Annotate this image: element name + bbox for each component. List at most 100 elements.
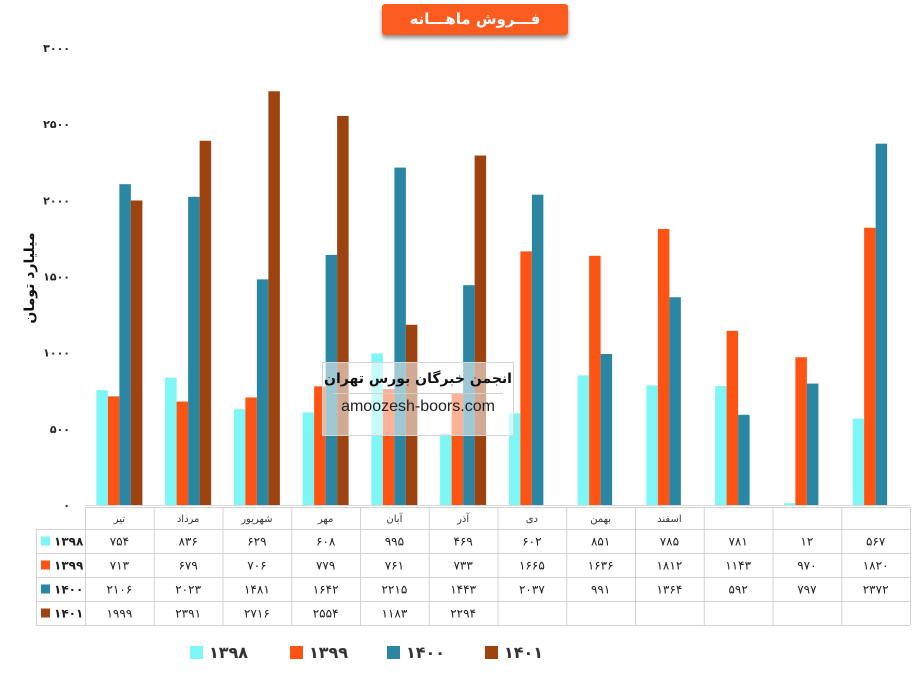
category-label: اسفند	[657, 514, 681, 525]
table-cell: ۹۹۵	[385, 535, 404, 549]
row-label: ۱۳۹۹	[54, 559, 84, 573]
bar	[268, 91, 280, 505]
legend-item-1398: ۱۳۹۸	[190, 640, 248, 664]
bar	[600, 354, 613, 505]
table-cell: ۲۰۳۷	[519, 583, 545, 597]
y-tick-label: ۱۵۰۰	[43, 271, 70, 284]
table-cell: ۱۶۶۵	[519, 559, 545, 573]
category-label: تیر	[113, 514, 126, 525]
table-cell: ۷۳۳	[453, 559, 473, 573]
table-cell: ۲۰۲۳	[175, 583, 201, 597]
legend-label-1401: ۱۴۰۱	[504, 642, 544, 662]
bar	[199, 140, 212, 505]
row-swatch	[41, 560, 50, 570]
bar	[256, 279, 269, 505]
bar	[806, 383, 819, 505]
bar	[508, 413, 521, 505]
row-swatch	[41, 536, 50, 546]
bar	[233, 409, 246, 505]
table-cell: ۶۰۸	[316, 535, 336, 549]
bar	[726, 330, 739, 505]
y-tick-label: ۲۰۰۰	[43, 194, 70, 207]
table-cell: ۸۳۶	[178, 535, 197, 549]
table-cell: ۷۵۴	[110, 535, 129, 549]
table-cell: ۸۵۱	[591, 535, 610, 549]
legend-item-1399: ۱۳۹۹	[290, 640, 348, 664]
table-cell: ۶۷۹	[178, 559, 197, 573]
table-cell: ۲۷۱۶	[244, 607, 270, 621]
bar	[107, 396, 120, 505]
bar	[520, 251, 532, 505]
category-label: بهمن	[590, 514, 611, 525]
y-tick-label: ۳۰۰۰	[43, 42, 70, 55]
bar	[531, 194, 544, 505]
legend-item-1401: ۱۴۰۱	[485, 640, 543, 664]
row-label: ۱۴۰۱	[54, 607, 83, 621]
row-swatch	[41, 608, 50, 618]
bar	[669, 297, 681, 505]
bar	[302, 412, 315, 505]
bar	[176, 401, 189, 505]
watermark-url: amoozesh-boors.com	[341, 398, 495, 415]
table-cell: ۱۸۱۲	[656, 559, 682, 573]
bar	[440, 433, 452, 505]
table-cell: ۲۵۵۴	[313, 607, 339, 621]
table-cell: ۱۱۴۳	[725, 559, 751, 573]
category-label: شهریور	[240, 514, 272, 525]
table-cell: ۲۱۰۶	[106, 583, 132, 597]
bar	[474, 155, 487, 505]
table-cell: ۷۹۷	[797, 583, 817, 597]
bar	[657, 228, 670, 506]
row-label: ۱۳۹۸	[54, 535, 84, 549]
table-cell: ۹۷۰	[797, 559, 816, 573]
y-axis-title: میلیارد تومان	[22, 232, 38, 324]
table-cell: ۱۸۲۰	[863, 559, 889, 573]
row-swatch	[41, 584, 50, 594]
table-cell: ۱۱۸۳	[381, 607, 407, 621]
bar	[394, 167, 406, 505]
table-cell: ۲۳۹۱	[175, 607, 201, 621]
table-cell: ۱۲	[800, 535, 813, 549]
bar	[96, 390, 108, 505]
category-label: مهر	[317, 514, 333, 525]
bar	[245, 397, 257, 505]
table-cell: ۶۰۲	[522, 535, 541, 549]
table-cell: ۲۲۱۵	[381, 583, 407, 597]
table-cell: ۵۶۷	[866, 535, 886, 549]
table-cell: ۷۷۹	[316, 559, 335, 573]
table-cell: ۶۲۹	[247, 535, 266, 549]
category-label: دی	[526, 514, 538, 525]
legend-item-1400: ۱۴۰۰	[387, 640, 445, 664]
bar	[188, 196, 200, 506]
legend-label-1398: ۱۳۹۸	[209, 642, 249, 662]
bar	[646, 385, 658, 505]
table-cell: ۷۸۱	[728, 535, 747, 549]
bar	[589, 255, 601, 505]
table-cell: ۲۳۷۲	[863, 583, 889, 597]
bar	[864, 227, 876, 505]
legend-swatch-1399	[290, 645, 303, 659]
bar	[165, 377, 177, 505]
table-cell: ۱۶۳۶	[588, 559, 614, 573]
category-label: آبان	[386, 512, 403, 525]
category-label: آذر	[456, 512, 470, 525]
bar	[382, 389, 395, 505]
bar	[577, 375, 590, 505]
bar	[783, 503, 796, 505]
bar	[314, 386, 326, 505]
watermark-divider	[333, 393, 503, 394]
bar	[738, 414, 750, 505]
bar	[451, 393, 464, 505]
row-label: ۱۴۰۰	[54, 583, 83, 597]
table-cell: ۴۶۹	[453, 535, 472, 549]
y-tick-label: ۰	[63, 499, 70, 512]
legend-swatch-1398	[190, 645, 203, 659]
bar	[795, 357, 807, 505]
table-cell: ۱۴۴۳	[450, 583, 476, 597]
category-label: مرداد	[177, 514, 200, 525]
bar	[130, 200, 143, 506]
table-cell: ۷۱۳	[110, 559, 130, 573]
table-cell: ۱۳۶۴	[656, 583, 682, 597]
bar	[852, 418, 865, 505]
